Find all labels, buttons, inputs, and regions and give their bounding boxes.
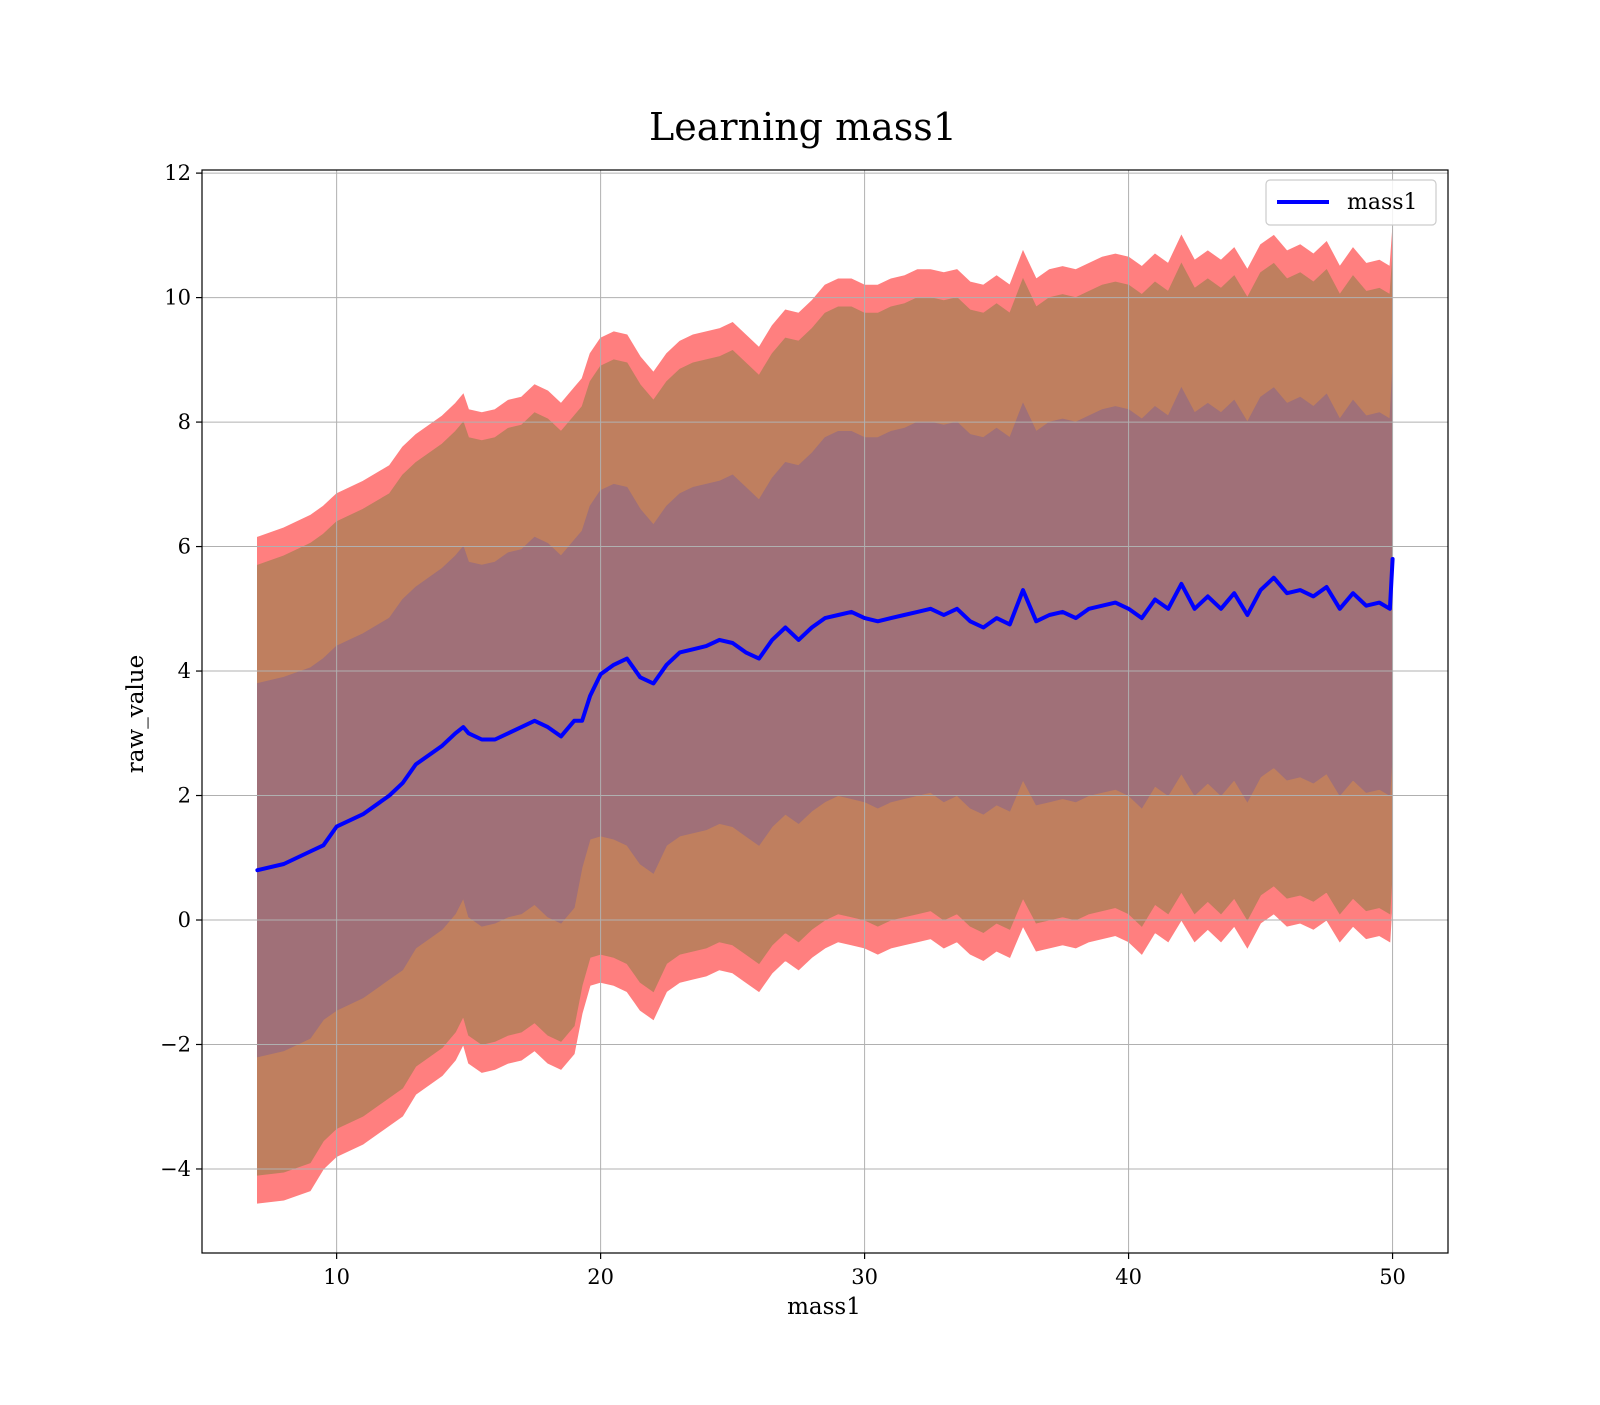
x-tick-label: 30 bbox=[851, 1265, 878, 1289]
y-tick-label: 0 bbox=[178, 908, 191, 932]
x-tick-label: 50 bbox=[1379, 1265, 1406, 1289]
y-tick-label: 6 bbox=[178, 535, 191, 559]
y-tick-label: −2 bbox=[160, 1032, 191, 1056]
legend-box bbox=[1265, 179, 1437, 226]
plot-area bbox=[201, 169, 1449, 1254]
y-tick-label: −4 bbox=[160, 1157, 191, 1181]
y-tick-label: 8 bbox=[178, 410, 191, 434]
x-axis-ticks: 10 20 30 40 50 bbox=[323, 1253, 1406, 1289]
legend: mass1 bbox=[1265, 179, 1437, 226]
y-tick-label: 2 bbox=[178, 784, 191, 808]
series-layer bbox=[255, 557, 1395, 873]
y-axis-ticks: −4 −2 0 2 4 6 8 10 12 bbox=[160, 161, 202, 1181]
x-axis-label: mass1 bbox=[787, 1294, 861, 1320]
y-tick-label: 4 bbox=[178, 659, 191, 683]
legend-label: mass1 bbox=[1347, 190, 1418, 215]
series-line-mass1 bbox=[255, 557, 1395, 873]
grid-lines bbox=[202, 170, 1448, 1253]
x-tick-label: 40 bbox=[1115, 1265, 1142, 1289]
x-tick-label: 20 bbox=[587, 1265, 614, 1289]
y-axis-label: raw_value bbox=[123, 655, 149, 773]
y-tick-label: 10 bbox=[164, 286, 191, 310]
x-tick-label: 10 bbox=[323, 1265, 350, 1289]
chart-title: Learning mass1 bbox=[649, 105, 957, 149]
y-tick-label: 12 bbox=[164, 161, 191, 185]
bands-layer bbox=[257, 229, 1393, 1204]
plot-frame bbox=[201, 169, 1449, 1254]
